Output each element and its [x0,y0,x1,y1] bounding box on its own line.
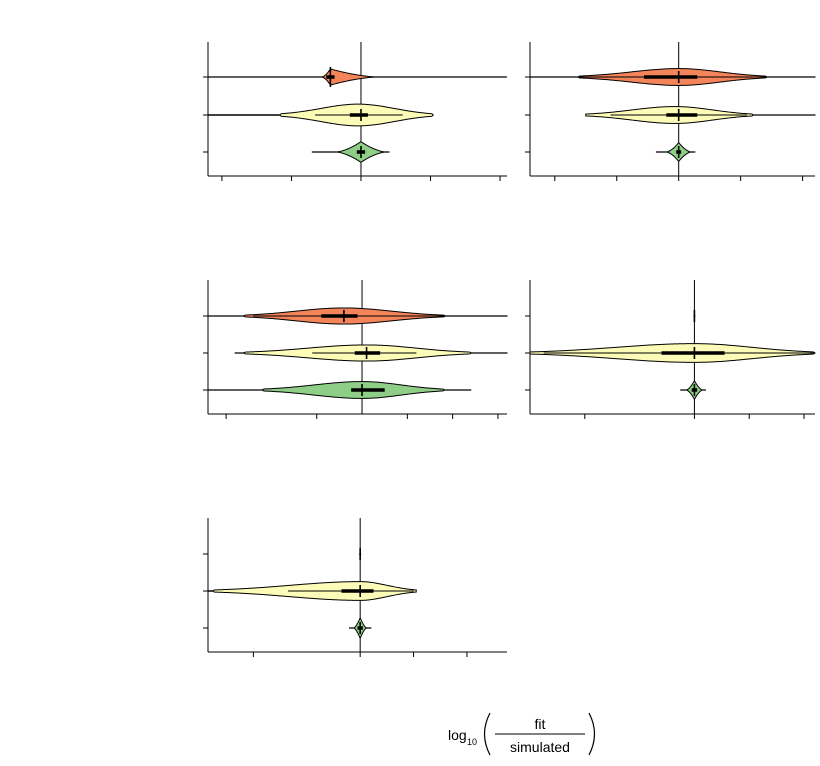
panel-1 [203,42,508,181]
x-axis-label-denominator: simulated [510,739,570,755]
violin-shape [311,141,391,163]
violin-shape [655,141,696,163]
x-axis-label-left-paren [483,712,491,756]
x-axis-label-right-paren [588,712,596,756]
violin-shape [207,68,508,86]
panel-2 [525,42,816,181]
panel-4 [525,280,816,419]
panel-3 [203,280,508,419]
violin-shape [207,381,472,399]
panel-5 [203,518,507,657]
x-axis-label-numerator: fit [535,716,546,732]
x-axis-label: log 10 fit simulated [448,712,596,756]
x-axis-label-log: log [448,727,467,743]
panels [203,42,816,657]
x-axis-label-subscript: 10 [467,737,477,747]
